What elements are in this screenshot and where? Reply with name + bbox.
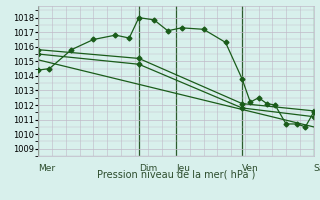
Text: Jeu: Jeu [176,164,190,173]
Text: Mer: Mer [38,164,56,173]
Text: Dim: Dim [139,164,157,173]
Text: Sam: Sam [314,164,320,173]
Text: Ven: Ven [242,164,259,173]
X-axis label: Pression niveau de la mer( hPa ): Pression niveau de la mer( hPa ) [97,170,255,180]
